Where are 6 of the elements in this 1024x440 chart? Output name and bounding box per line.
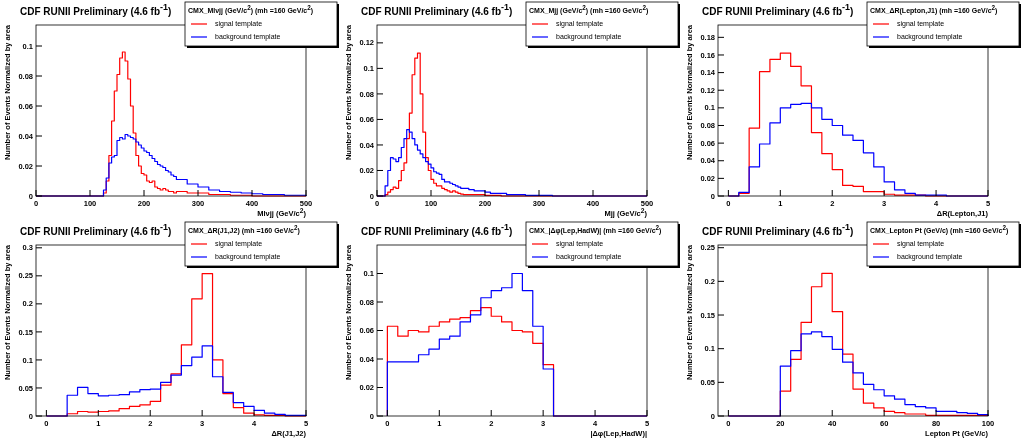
chart-title: CDF RUNII Preliminary (4.6 fb$^{-1}$)	[702, 2, 854, 17]
chart-title: CDF RUNII Preliminary (4.6 fb$^{-1}$)	[361, 2, 513, 17]
chart-title: CDF RUNII Preliminary (4.6 fb$^{-1}$)	[361, 222, 513, 237]
chart-title: CDF RUNII Preliminary (4.6 fb$^{-1}$)	[702, 222, 854, 237]
chart-title: CDF RUNII Preliminary (4.6 fb$^{-1}$)	[20, 2, 172, 17]
chart-title: CDF RUNII Preliminary (4.6 fb$^{-1}$)	[20, 222, 172, 237]
